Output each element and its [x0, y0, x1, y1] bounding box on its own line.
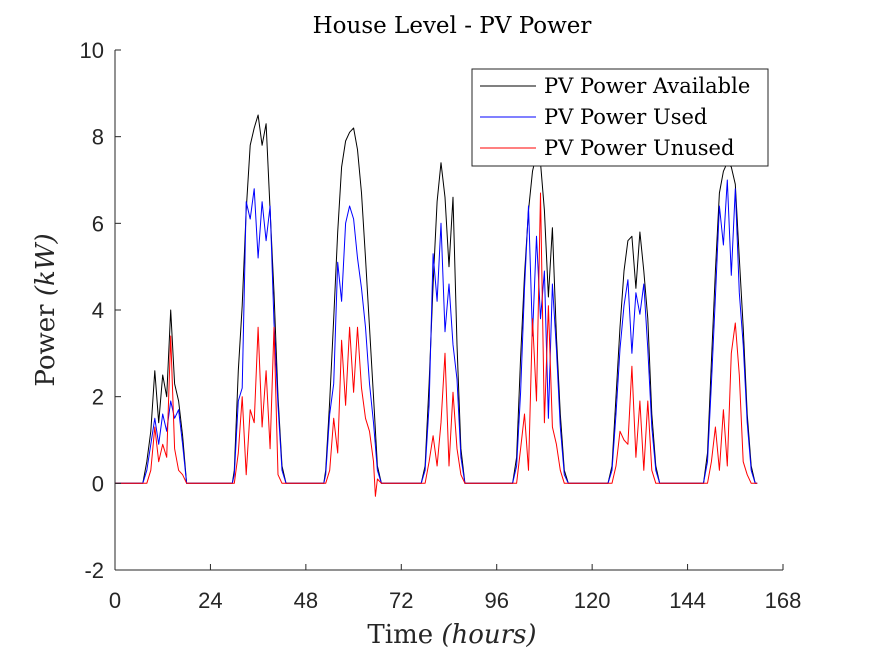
y-tick-label: 10: [80, 38, 104, 63]
x-axis-label-prefix: Time: [367, 620, 441, 650]
series-line-0: [115, 114, 758, 484]
legend-label-used: PV Power Used: [544, 105, 707, 129]
x-tick-label: 48: [294, 588, 318, 613]
series-line-2: [115, 192, 758, 497]
chart-title: House Level - PV Power: [313, 13, 592, 39]
x-tick-label: 144: [669, 588, 706, 613]
y-tick-label: 2: [92, 385, 104, 410]
y-axis-label-prefix: Power: [31, 296, 61, 386]
x-tick-label: 72: [389, 588, 413, 613]
y-tick-label: 4: [92, 298, 104, 323]
legend: PV Power Available PV Power Used PV Powe…: [471, 68, 769, 167]
x-axis-label: Time (hours): [367, 620, 536, 650]
x-tick-label: 168: [765, 588, 802, 613]
x-axis-label-unit: (hours): [441, 620, 536, 650]
x-tick-label: 0: [109, 588, 121, 613]
y-axis-label-unit: (kW): [31, 233, 61, 296]
series-line-1: [115, 179, 758, 484]
y-tick-label: -2: [84, 558, 104, 583]
y-tick-label: 6: [92, 211, 104, 236]
y-axis-label: Power (kW): [31, 233, 61, 386]
x-tick-label: 120: [574, 588, 611, 613]
legend-label-available: PV Power Available: [544, 74, 750, 98]
y-tick-label: 8: [92, 125, 104, 150]
y-tick-label: 0: [92, 471, 104, 496]
x-tick-label: 96: [484, 588, 508, 613]
legend-label-unused: PV Power Unused: [544, 136, 734, 160]
x-tick-label: 24: [198, 588, 222, 613]
series-layer: [115, 114, 758, 497]
